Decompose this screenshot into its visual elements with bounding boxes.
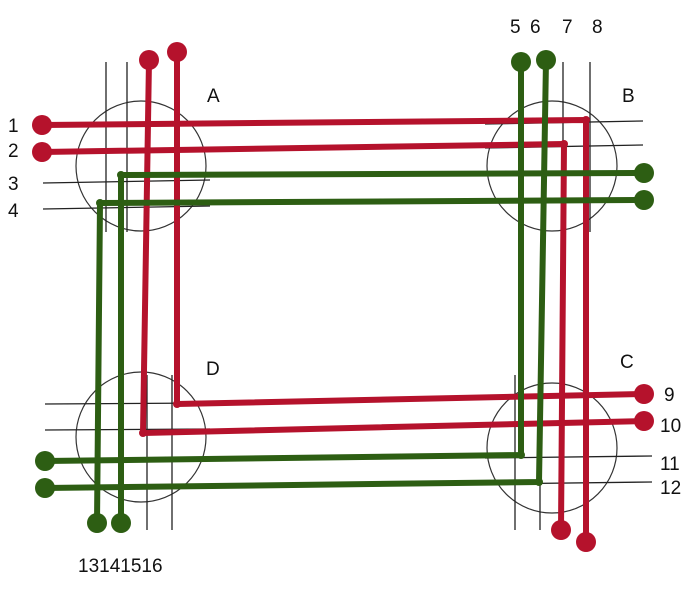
red-wires xyxy=(32,42,654,552)
green-terminal-11 xyxy=(35,451,55,471)
red-terminal-7 xyxy=(551,520,571,540)
green-wires xyxy=(35,50,654,533)
green-terminal-5 xyxy=(511,52,531,72)
red-terminal-2 xyxy=(32,142,52,162)
port-label-11: 11 xyxy=(660,454,680,475)
red-junction-b2 xyxy=(560,140,568,148)
node-label-d: D xyxy=(206,359,220,380)
port-label-1: 1 xyxy=(8,116,19,137)
port-label-10: 10 xyxy=(660,416,681,437)
port-labels: 1 2 3 4 5 6 7 8 9 10 11 12 13141516 xyxy=(8,17,681,577)
red-junction-d2 xyxy=(139,429,147,437)
node-c-circle xyxy=(486,382,618,514)
port-label-4: 4 xyxy=(8,201,19,222)
node-label-b: B xyxy=(622,86,635,107)
green-junction-c2 xyxy=(535,478,543,486)
port-label-8: 8 xyxy=(592,17,603,38)
node-label-a: A xyxy=(207,86,220,107)
green-terminal-4 xyxy=(634,190,654,210)
node-labels: A B D C xyxy=(206,86,635,380)
node-label-c: C xyxy=(620,352,634,373)
node-a-circle xyxy=(75,100,207,232)
red-terminal-top-15 xyxy=(139,50,159,70)
red-terminal-1 xyxy=(32,115,52,135)
red-terminal-10 xyxy=(634,411,654,431)
green-terminal-3 xyxy=(634,163,654,183)
green-junction-a2 xyxy=(96,199,104,207)
port-label-5: 5 xyxy=(510,17,521,38)
red-junction-b1 xyxy=(582,116,590,124)
red-junction-d1 xyxy=(173,400,181,408)
red-terminal-9 xyxy=(634,384,654,404)
green-terminal-12 xyxy=(35,478,55,498)
port-label-12: 12 xyxy=(660,478,681,499)
red-terminal-top-16 xyxy=(167,42,187,62)
green-terminal-13 xyxy=(87,513,107,533)
green-terminal-6 xyxy=(536,50,556,70)
port-label-7: 7 xyxy=(562,17,573,38)
port-label-3: 3 xyxy=(8,174,19,195)
node-b-circle xyxy=(486,100,618,232)
green-junction-c1 xyxy=(517,451,525,459)
node-circles xyxy=(75,100,618,514)
port-label-6: 6 xyxy=(530,17,541,38)
port-label-2: 2 xyxy=(8,141,19,162)
red-terminal-8 xyxy=(576,532,596,552)
port-label-9: 9 xyxy=(664,385,675,406)
green-terminal-14 xyxy=(111,513,131,533)
green-junction-a1 xyxy=(117,171,125,179)
port-label-13-16: 13141516 xyxy=(78,556,163,577)
